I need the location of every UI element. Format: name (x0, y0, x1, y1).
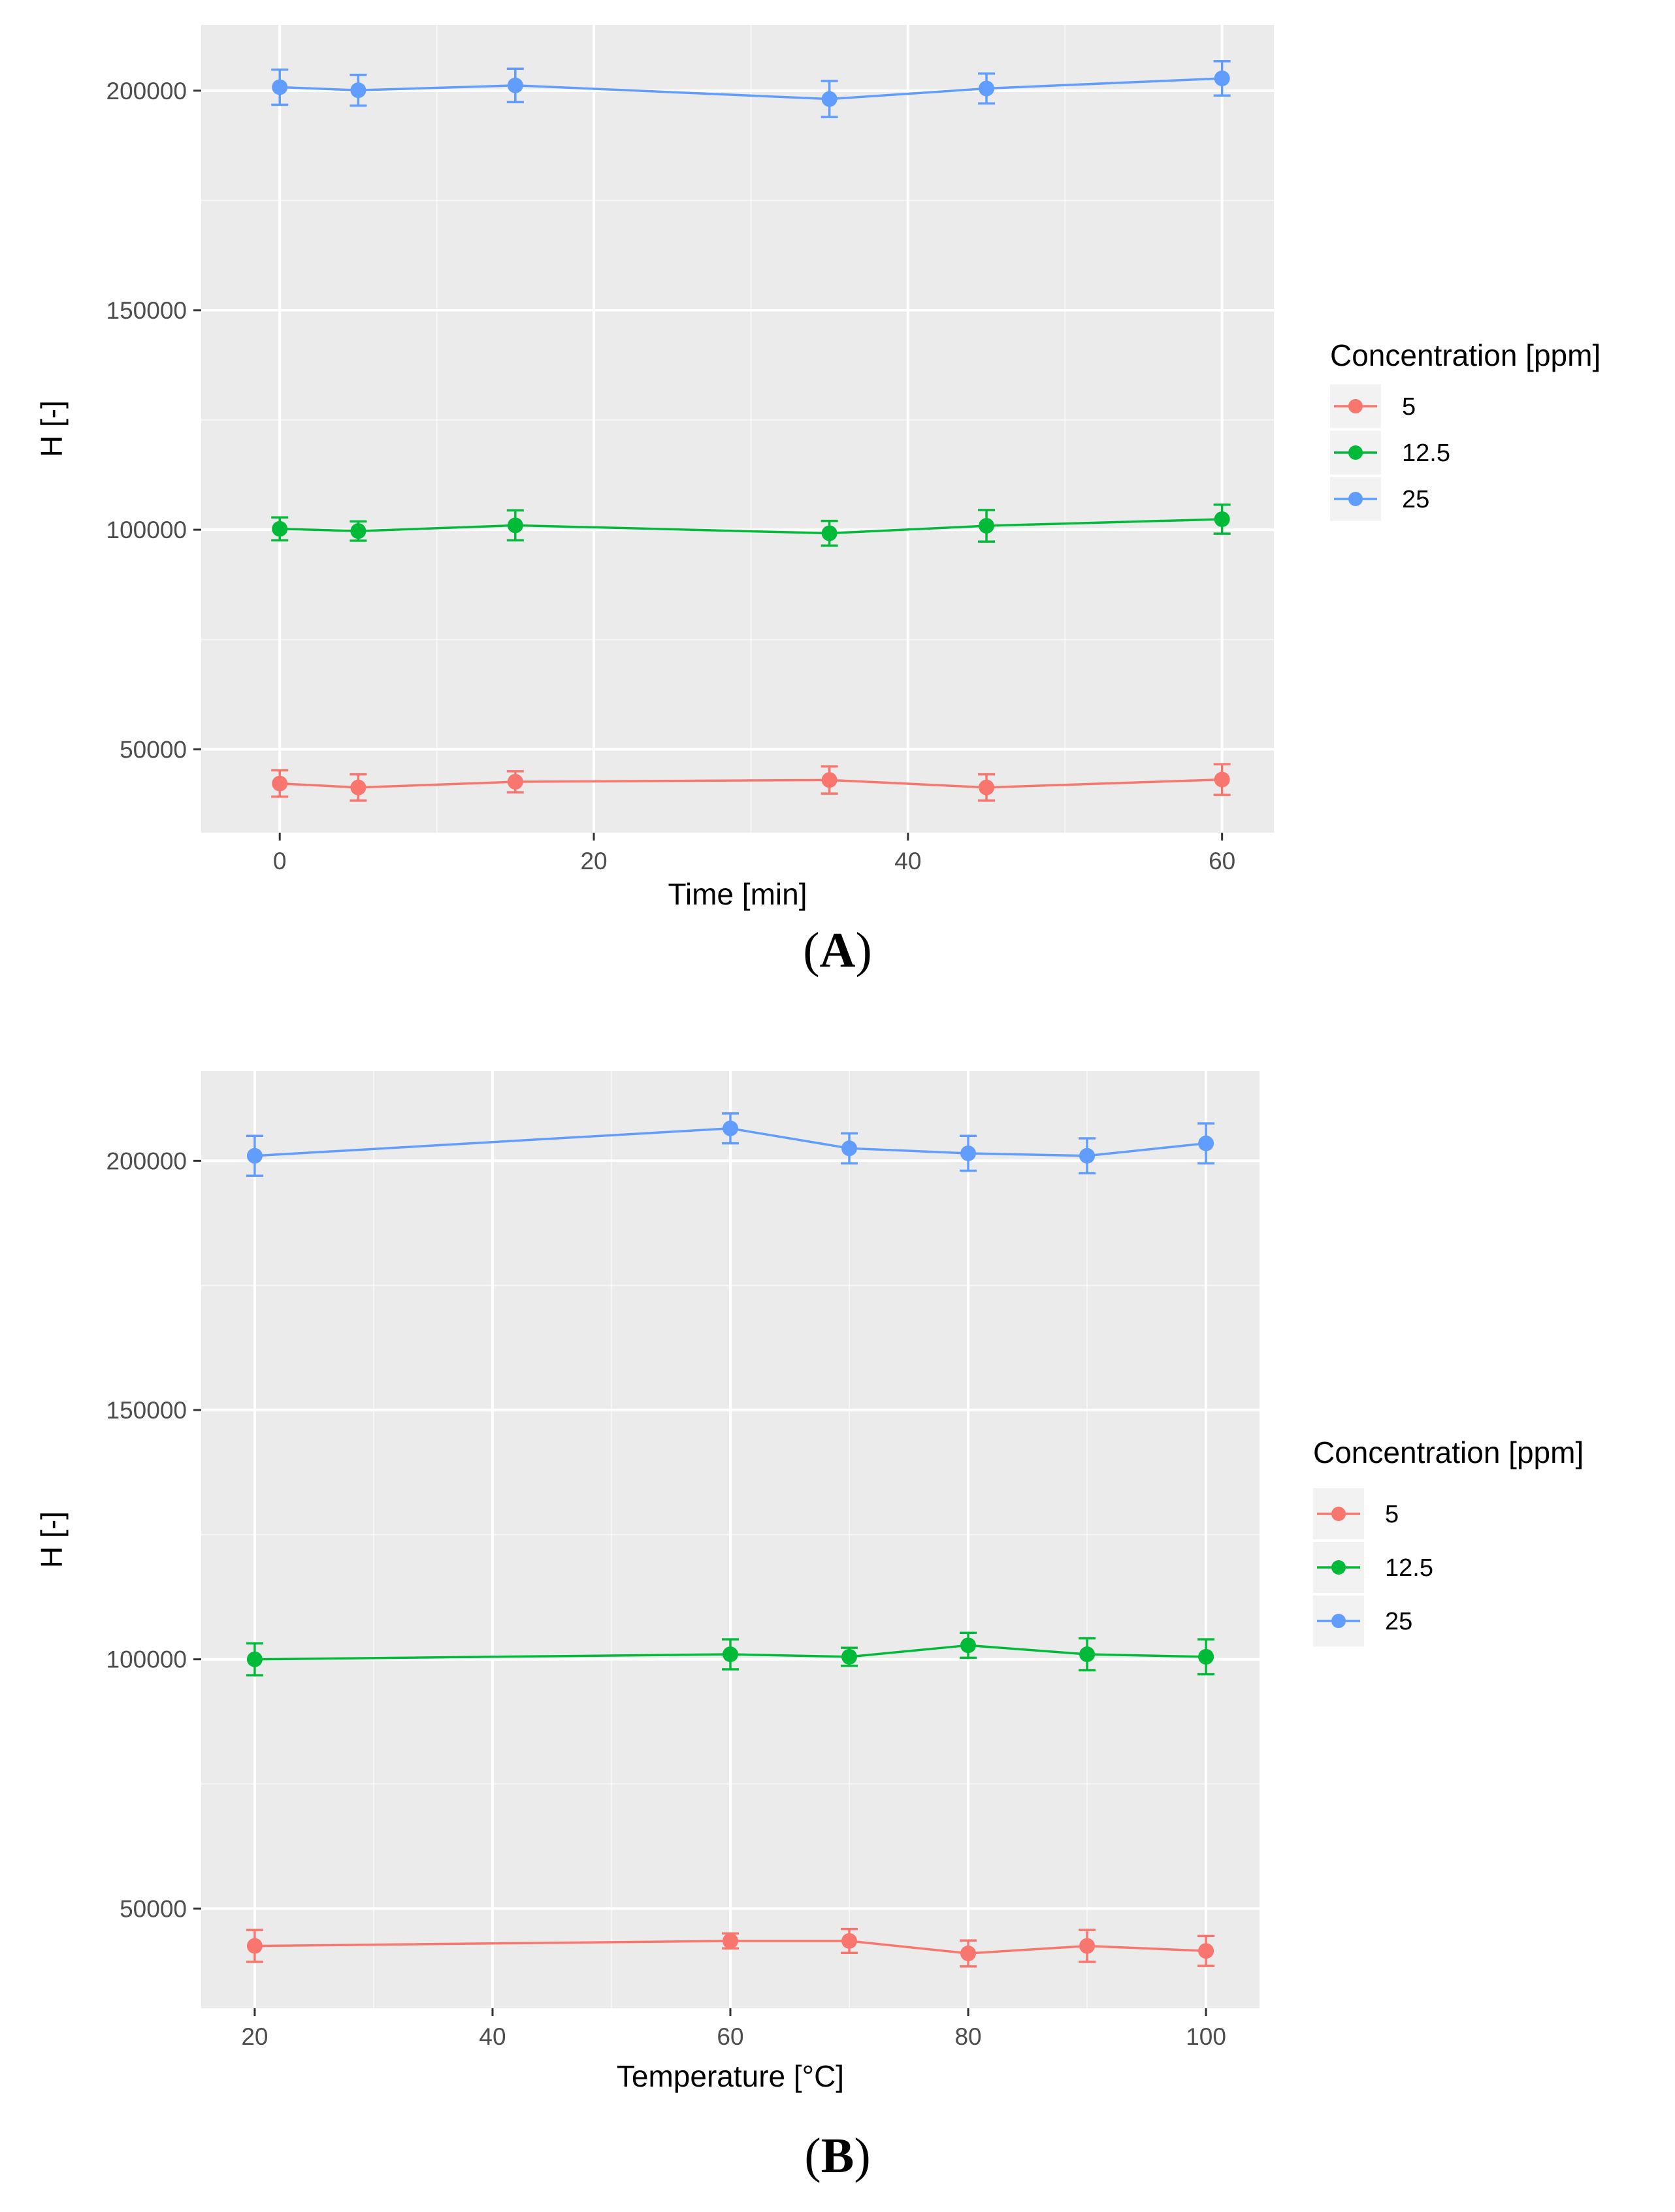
data-point-5 (272, 775, 288, 792)
legend-key-point (1331, 1560, 1346, 1575)
chart-b: 50000 100000 150000 200000 20 40 60 80 100 Temper… (35, 1071, 1584, 2093)
legend-key-point (1348, 492, 1363, 506)
data-point-12.5 (507, 517, 523, 534)
series-line-5 (280, 778, 1222, 789)
legend-label: 5 (1385, 1501, 1399, 1528)
data-point-25 (723, 1120, 738, 1136)
data-point-25 (1079, 1147, 1096, 1164)
y-tick-label: 200000 (106, 78, 187, 104)
panel-letter-b: B (821, 2128, 854, 2183)
x-tick-label: 40 (479, 2023, 506, 2050)
panel-caption-b: (B) (804, 2128, 871, 2183)
plot-panel (201, 25, 1274, 833)
data-point-25 (960, 1145, 977, 1161)
legend-label: 25 (1385, 1608, 1412, 1635)
data-point-12.5 (960, 1637, 977, 1654)
x-tick-label: 20 (580, 848, 607, 874)
data-point-12.5 (1198, 1648, 1214, 1665)
legend-key-point (1331, 1614, 1346, 1628)
legend-title: Concentration [ppm] (1330, 338, 1601, 372)
data-point-25 (246, 1147, 263, 1164)
x-tick-label: 60 (1209, 848, 1235, 874)
y-axis-title: H [-] (35, 400, 69, 457)
data-point-25 (1198, 1135, 1214, 1151)
data-point-12.5 (723, 1646, 738, 1663)
x-tick-label: 40 (894, 848, 921, 874)
data-point-25 (507, 77, 523, 93)
data-point-5 (1198, 1943, 1214, 1959)
x-tick-label: 80 (954, 2023, 981, 2050)
x-axis-title: Time [min] (668, 877, 807, 911)
y-tick-label: 100000 (106, 1646, 187, 1673)
y-tick-label: 100000 (106, 517, 187, 543)
series-line-5 (254, 1940, 1207, 1955)
data-point-5 (841, 1932, 858, 1949)
x-tick-label: 100 (1186, 2023, 1226, 2050)
legend-label: 5 (1402, 393, 1416, 421)
y-tick-label: 150000 (106, 297, 187, 324)
data-point-25 (272, 79, 288, 95)
chart-a: 50000 100000 150000 200000 0 20 40 60 Time [min]… (35, 25, 1601, 911)
series-line-12.5 (254, 1644, 1207, 1661)
y-tick-label: 50000 (120, 1895, 187, 1922)
legend-label: 12.5 (1402, 440, 1450, 467)
data-point-5 (979, 779, 995, 795)
data-point-25 (979, 80, 995, 97)
data-point-5 (1079, 1938, 1096, 1954)
x-tick-label: 60 (717, 2023, 743, 2050)
series-line-12.5 (280, 518, 1222, 535)
y-tick-label: 150000 (106, 1397, 187, 1424)
data-point-12.5 (246, 1651, 263, 1667)
legend-key-point (1348, 399, 1363, 413)
panel-caption-a: (A) (803, 923, 872, 978)
data-point-12.5 (841, 1648, 858, 1665)
legend-key-point (1331, 1507, 1346, 1521)
legend-key-point (1348, 445, 1363, 460)
data-point-5 (723, 1932, 738, 1949)
data-point-12.5 (821, 525, 838, 541)
data-point-12.5 (1079, 1646, 1096, 1663)
x-tick-label: 20 (241, 2023, 268, 2050)
data-point-12.5 (272, 521, 288, 537)
data-point-5 (507, 774, 523, 790)
data-point-12.5 (350, 523, 366, 539)
data-point-25 (841, 1140, 858, 1157)
legend-label: 12.5 (1385, 1554, 1433, 1582)
legend-key-5 (1313, 1488, 1364, 1539)
data-point-25 (1214, 71, 1230, 87)
data-point-12.5 (979, 518, 995, 534)
x-axis-title: Temperature [°C] (617, 2059, 844, 2093)
legend-title: Concentration [ppm] (1313, 1435, 1584, 1469)
data-point-5 (350, 779, 366, 795)
legend-key-25 (1313, 1595, 1364, 1646)
data-point-5 (1214, 771, 1230, 788)
panel-letter-a: A (819, 923, 856, 978)
legend-key-25 (1330, 477, 1381, 521)
x-tick-label: 0 (273, 848, 287, 874)
data-point-25 (350, 82, 366, 99)
legend-key-12.5 (1313, 1542, 1364, 1593)
data-point-12.5 (1214, 511, 1230, 527)
legend-label: 25 (1402, 486, 1429, 513)
data-point-5 (821, 772, 838, 788)
y-tick-label: 200000 (106, 1147, 187, 1174)
legend-key-5 (1330, 384, 1381, 428)
data-point-5 (960, 1946, 977, 1962)
y-axis-title: H [-] (35, 1511, 69, 1568)
series-line-25 (254, 1127, 1207, 1157)
data-point-5 (246, 1938, 263, 1954)
series-line-25 (280, 77, 1222, 101)
legend-key-12.5 (1330, 430, 1381, 475)
y-tick-label: 50000 (120, 736, 187, 763)
data-point-25 (821, 91, 838, 107)
